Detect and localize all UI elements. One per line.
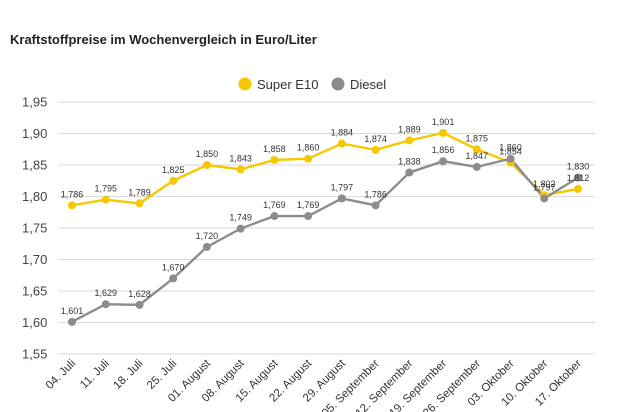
y-tick-label: 1,60 (22, 315, 47, 330)
data-point (304, 154, 313, 163)
data-point (304, 212, 313, 221)
data-label: 1,670 (162, 262, 185, 272)
y-tick-label: 1,80 (22, 189, 47, 204)
data-point (337, 194, 346, 203)
data-label: 1,795 (94, 184, 117, 194)
data-label: 1,874 (364, 134, 387, 144)
series-group: 1,786 1,795 1,789 1,825 1,850 1,843 1,858 1,860… (61, 117, 590, 326)
data-label: 1,812 (567, 173, 590, 183)
data-label: 1,769 (297, 200, 320, 210)
data-label: 1,749 (229, 213, 252, 223)
data-label: 1,856 (432, 145, 455, 155)
data-label: 1,884 (331, 128, 354, 138)
data-point (405, 168, 414, 177)
data-point (371, 145, 380, 154)
data-label: 1,901 (432, 117, 455, 127)
data-point (472, 162, 481, 171)
data-point (236, 165, 245, 174)
data-point (135, 199, 144, 208)
data-label: 1,825 (162, 165, 185, 175)
data-label: 1,860 (297, 143, 320, 153)
data-point (101, 195, 110, 204)
y-axis: 1,55 1,60 1,65 1,70 1,75 1,80 1,85 1,90 1,95 (22, 95, 47, 362)
data-label: 1,847 (466, 151, 489, 161)
data-point (270, 155, 279, 164)
data-label: 1,875 (466, 133, 489, 143)
x-tick-label: 04. Juli (44, 358, 78, 392)
data-label: 1,838 (398, 157, 421, 167)
legend-label-0: Super E10 (257, 77, 318, 92)
data-label: 1,629 (94, 288, 117, 298)
y-tick-label: 1,70 (22, 252, 47, 267)
y-tick-label: 1,65 (22, 284, 47, 299)
data-label: 1,802 (533, 179, 556, 189)
data-point (236, 224, 245, 233)
data-point (169, 176, 178, 185)
legend: Super E10 Diesel (238, 77, 386, 92)
data-point (506, 154, 515, 163)
data-label: 1,601 (61, 306, 84, 316)
data-label: 1,797 (533, 182, 556, 192)
data-point (472, 145, 481, 154)
data-label: 1,786 (364, 189, 387, 199)
y-tick-label: 1,90 (22, 126, 47, 141)
data-point (101, 300, 110, 309)
data-label: 1,797 (331, 182, 354, 192)
data-label: 1,843 (229, 153, 252, 163)
y-tick-label: 1,75 (22, 221, 47, 236)
data-point (439, 157, 448, 166)
chart-title: Kraftstoffpreise im Wochenvergleich in E… (10, 32, 317, 47)
x-tick-label: 18. Juli (111, 358, 145, 392)
data-point (135, 300, 144, 309)
series-line-1 (71, 157, 579, 323)
y-tick-label: 1,95 (22, 95, 47, 110)
legend-label-1: Diesel (350, 77, 386, 92)
data-point (202, 242, 211, 251)
data-point (270, 212, 279, 221)
series-line-0 (71, 131, 579, 207)
gridlines (58, 101, 595, 355)
data-label: 1,854 (499, 146, 522, 156)
data-label: 1,860 (499, 143, 522, 153)
data-point (337, 139, 346, 148)
legend-marker-0 (238, 77, 252, 91)
data-label: 1,786 (61, 189, 84, 199)
data-label: 1,830 (567, 162, 590, 172)
data-point (574, 173, 582, 182)
data-label: 1,789 (128, 187, 151, 197)
data-point (68, 317, 76, 326)
data-label: 1,720 (196, 231, 219, 241)
data-label: 1,628 (128, 289, 151, 299)
data-label: 1,850 (196, 149, 219, 159)
y-tick-label: 1,55 (22, 347, 47, 362)
x-tick-label: 11. Juli (78, 358, 112, 392)
data-point (371, 201, 380, 210)
data-point (574, 184, 582, 193)
data-point (540, 194, 549, 203)
data-point (439, 128, 448, 137)
data-label: 1,889 (398, 124, 421, 134)
data-label: 1,858 (263, 144, 286, 154)
data-point (202, 161, 211, 169)
legend-marker-1 (331, 77, 345, 91)
data-label: 1,769 (263, 200, 286, 210)
data-point (405, 136, 414, 145)
data-point (68, 201, 76, 210)
y-tick-label: 1,85 (22, 158, 47, 173)
data-point (169, 274, 178, 283)
